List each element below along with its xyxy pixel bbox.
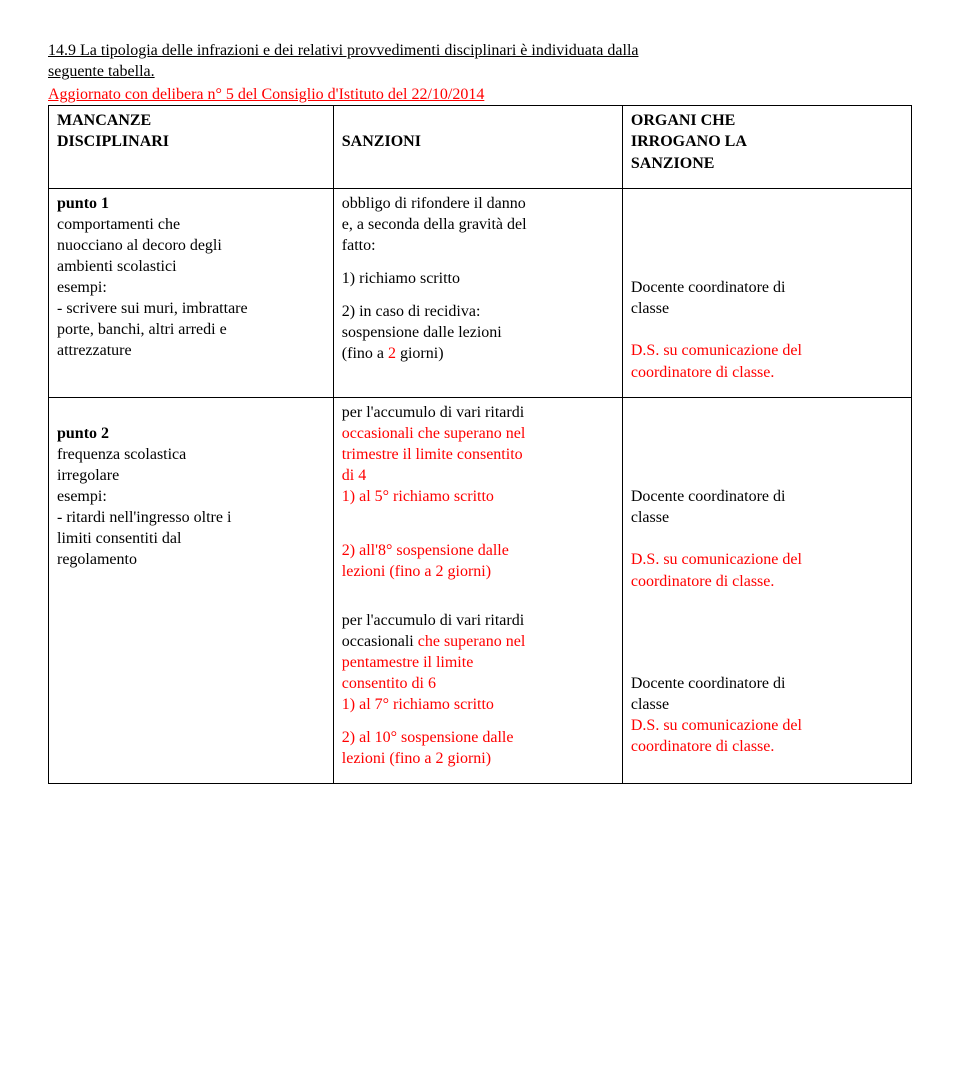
row3-mid-l5: 1) al 7° richiamo scritto [342, 694, 614, 715]
row2-right-l4: coordinatore di classe. [631, 571, 903, 592]
row1-left-l3: ambienti scolastici [57, 256, 325, 277]
row2-mid: per l'accumulo di vari ritardi occasiona… [333, 397, 622, 605]
row2-left-l2: irregolare [57, 465, 325, 486]
row1-mid-l2: e, a seconda della gravità del [342, 214, 614, 235]
header-col1: MANCANZE DISCIPLINARI [49, 106, 334, 188]
row2-left-l3: esempi: [57, 486, 325, 507]
row1-mid: obbligo di rifondere il danno e, a secon… [333, 188, 622, 397]
table-row: punto 1 comportamenti che nuocciano al d… [49, 188, 912, 397]
row1-left-l5: - scrivere sui muri, imbrattare [57, 298, 325, 319]
header-col3-c: SANZIONE [631, 155, 715, 172]
row2-right-l2: classe [631, 507, 903, 528]
header-col2-text: SANZIONI [342, 133, 421, 150]
row1-right: Docente coordinatore di classe D.S. su c… [622, 188, 911, 397]
intro-line-2: seguente tabella. [48, 63, 155, 80]
row3-mid-l1: per l'accumulo di vari ritardi [342, 610, 614, 631]
row2-left-l6: regolamento [57, 549, 325, 570]
row1-left-l4: esempi: [57, 277, 325, 298]
row3-mid-l7c: giorni) [444, 750, 492, 767]
row1-mid-l7c: giorni) [396, 345, 444, 362]
row1-mid-l1: obbligo di rifondere il danno [342, 193, 614, 214]
header-col3: ORGANI CHE IRROGANO LA SANZIONE [622, 106, 911, 188]
row1-mid-l7b: 2 [388, 345, 396, 362]
row3-right-l1: Docente coordinatore di [631, 673, 903, 694]
row3-right: Docente coordinatore di classe D.S. su c… [622, 606, 911, 784]
row2-mid-l2: occasionali che superano nel [342, 423, 614, 444]
header-col3-a: ORGANI CHE [631, 112, 735, 129]
row3-mid-l7b: 2 [436, 750, 444, 767]
row2-mid-l6: 2) all'8° sospensione dalle [342, 540, 614, 561]
row1-mid-l4: 1) richiamo scritto [342, 268, 614, 289]
table-row: per l'accumulo di vari ritardi occasiona… [49, 606, 912, 784]
row2-mid-l1: per l'accumulo di vari ritardi [342, 402, 614, 423]
row1-mid-l7a: (fino a [342, 345, 388, 362]
row3-right-l4: coordinatore di classe. [631, 736, 903, 757]
row2-mid-l7c: giorni) [444, 563, 492, 580]
intro-subtitle: Aggiornato con delibera n° 5 del Consigl… [48, 84, 912, 105]
row2-right-l3: D.S. su comunicazione del [631, 549, 903, 570]
row3-mid-l7: lezioni (fino a 2 giorni) [342, 748, 614, 769]
row3-mid-l6: 2) al 10° sospensione dalle [342, 727, 614, 748]
intro-line-1: 14.9 La tipologia delle infrazioni e dei… [48, 42, 638, 59]
row3-mid-l3: pentamestre il limite [342, 652, 614, 673]
row1-mid-l3: fatto: [342, 235, 614, 256]
row2-mid-l7: lezioni (fino a 2 giorni) [342, 561, 614, 582]
row2-mid-l2-text: occasionali che superano nel [342, 425, 525, 442]
row2-mid-l7a: lezioni (fino a [342, 563, 436, 580]
row2-mid-l5: 1) al 5° richiamo scritto [342, 486, 614, 507]
row2-right: Docente coordinatore di classe D.S. su c… [622, 397, 911, 605]
row3-mid-l7a: lezioni (fino a [342, 750, 436, 767]
row2-left: punto 2 frequenza scolastica irregolare … [49, 397, 334, 605]
row1-mid-l5: 2) in caso di recidiva: [342, 301, 614, 322]
row3-right-l2: classe [631, 694, 903, 715]
row3-mid-l2b: che superano nel [418, 633, 526, 650]
row3-mid: per l'accumulo di vari ritardi occasiona… [333, 606, 622, 784]
row1-title: punto 1 [57, 193, 325, 214]
row1-mid-l6: sospensione dalle lezioni [342, 322, 614, 343]
row1-right-l1: Docente coordinatore di [631, 277, 903, 298]
row1-left: punto 1 comportamenti che nuocciano al d… [49, 188, 334, 397]
row1-right-l4: coordinatore di classe. [631, 362, 903, 383]
row1-right-l3: D.S. su comunicazione del [631, 340, 903, 361]
table-row: punto 2 frequenza scolastica irregolare … [49, 397, 912, 605]
row2-left-l5: limiti consentiti dal [57, 528, 325, 549]
row2-mid-l3: trimestre il limite consentito [342, 444, 614, 465]
row1-left-l7: attrezzature [57, 340, 325, 361]
row2-left-l4: - ritardi nell'ingresso oltre i [57, 507, 325, 528]
row2-title: punto 2 [57, 423, 325, 444]
header-col2: SANZIONI [333, 106, 622, 188]
header-col3-b: IRROGANO LA [631, 133, 747, 150]
row2-mid-l4: di 4 [342, 465, 614, 486]
row3-left [49, 606, 334, 784]
row2-mid-l7b: 2 [436, 563, 444, 580]
row3-mid-l2a: occasionali [342, 633, 418, 650]
intro-block: 14.9 La tipologia delle infrazioni e dei… [48, 40, 912, 82]
table-header-row: MANCANZE DISCIPLINARI SANZIONI ORGANI CH… [49, 106, 912, 188]
row1-left-l6: porte, banchi, altri arredi e [57, 319, 325, 340]
header-col1-a: MANCANZE [57, 112, 151, 129]
row2-left-l1: frequenza scolastica [57, 444, 325, 465]
row1-mid-l7: (fino a 2 giorni) [342, 343, 614, 364]
row3-mid-l4: consentito di 6 [342, 673, 614, 694]
row3-mid-l2: occasionali che superano nel [342, 631, 614, 652]
row1-left-l2: nuocciano al decoro degli [57, 235, 325, 256]
header-col1-b: DISCIPLINARI [57, 133, 169, 150]
row1-right-l2: classe [631, 298, 903, 319]
row1-left-l1: comportamenti che [57, 214, 325, 235]
disciplinary-table: MANCANZE DISCIPLINARI SANZIONI ORGANI CH… [48, 105, 912, 784]
row3-right-l3: D.S. su comunicazione del [631, 715, 903, 736]
row2-right-l1: Docente coordinatore di [631, 486, 903, 507]
